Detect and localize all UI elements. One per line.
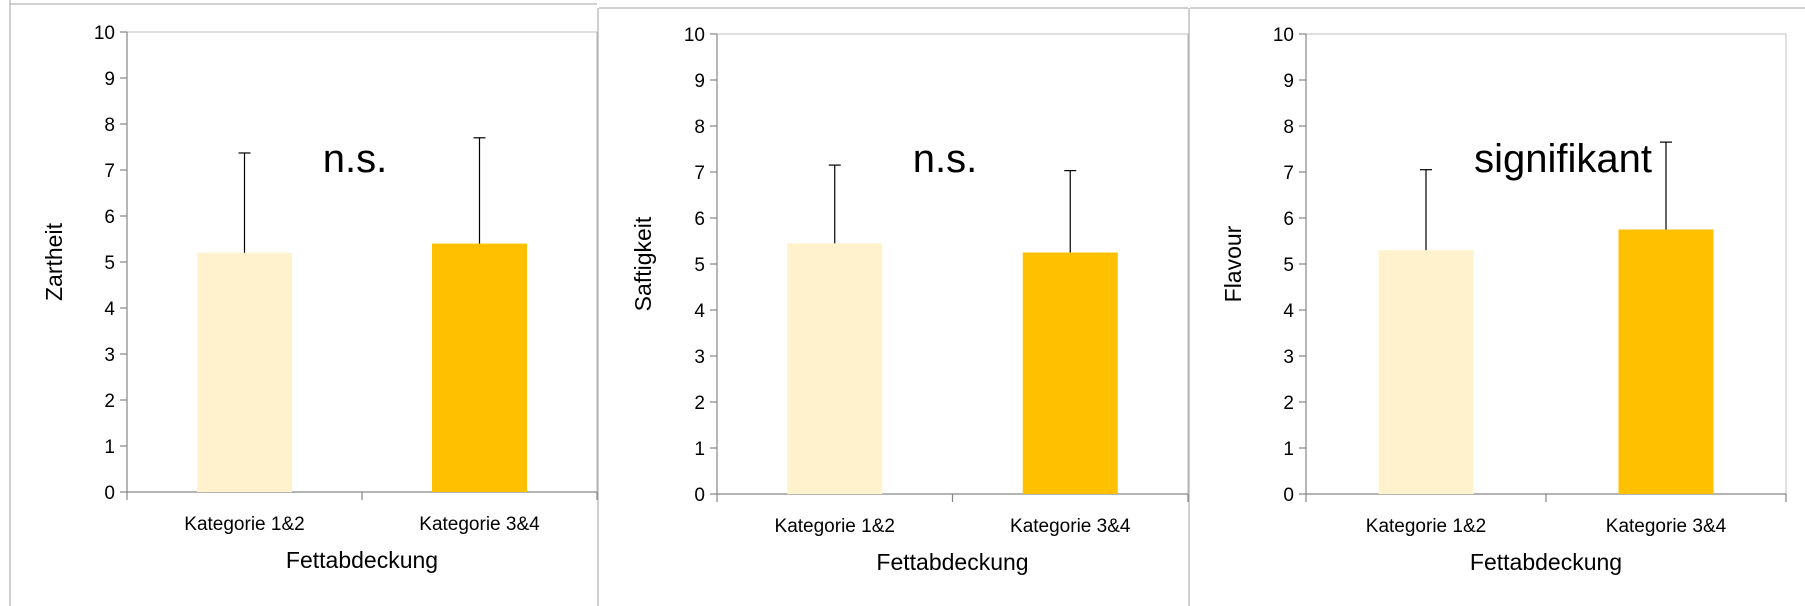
x-axis-title: Fettabdeckung [286,547,438,573]
y-tick-label: 0 [104,483,115,504]
significance-annotation: n.s. [913,137,977,181]
bar-1 [197,252,292,492]
y-tick-label: 1 [104,437,115,458]
y-tick-label: 1 [1283,439,1294,460]
bar-2 [1618,229,1714,494]
x-axis-title: Fettabdeckung [876,549,1028,575]
x-category-label: Kategorie 3&4 [1010,516,1131,537]
y-axis-title: Flavour [1220,225,1246,302]
x-axis-title: Fettabdeckung [1470,549,1622,575]
y-tick-label: 2 [1283,393,1294,414]
y-tick-label: 7 [1283,163,1294,184]
y-tick-label: 4 [694,301,705,322]
y-axis-title: Saftigkeit [630,216,656,311]
bar-1 [787,243,883,494]
y-tick-label: 0 [1283,485,1294,506]
bar-1 [1378,250,1474,494]
y-tick-label: 10 [94,23,115,44]
y-tick-label: 8 [694,117,705,138]
y-tick-label: 3 [1283,347,1294,368]
significance-annotation: n.s. [323,137,387,181]
x-category-label: Kategorie 1&2 [775,516,895,537]
y-tick-label: 1 [694,439,705,460]
x-category-label: Kategorie 3&4 [419,514,540,535]
y-tick-label: 8 [1283,117,1294,138]
y-tick-label: 9 [104,69,115,90]
y-tick-label: 5 [104,253,115,274]
y-tick-label: 8 [104,115,115,136]
y-tick-label: 0 [694,485,705,506]
y-tick-label: 10 [1273,25,1294,46]
y-tick-label: 6 [694,209,705,230]
bar-2 [432,243,527,492]
y-tick-label: 6 [1283,209,1294,230]
bar-2 [1022,252,1118,494]
y-tick-label: 3 [694,347,705,368]
x-category-label: Kategorie 1&2 [1366,516,1486,537]
x-category-label: Kategorie 3&4 [1606,516,1727,537]
x-category-label: Kategorie 1&2 [184,514,304,535]
y-tick-label: 9 [694,71,705,92]
y-tick-label: 10 [684,25,705,46]
y-tick-label: 2 [104,391,115,412]
y-tick-label: 9 [1283,71,1294,92]
y-tick-label: 7 [694,163,705,184]
y-tick-label: 4 [1283,301,1294,322]
y-tick-label: 3 [104,345,115,366]
y-tick-label: 7 [104,161,115,182]
y-tick-label: 6 [104,207,115,228]
y-axis-title: Zartheit [41,222,67,301]
y-tick-label: 4 [104,299,115,320]
y-tick-label: 5 [1283,255,1294,276]
y-tick-label: 5 [694,255,705,276]
significance-annotation: signifikant [1474,137,1652,181]
y-tick-label: 2 [694,393,705,414]
